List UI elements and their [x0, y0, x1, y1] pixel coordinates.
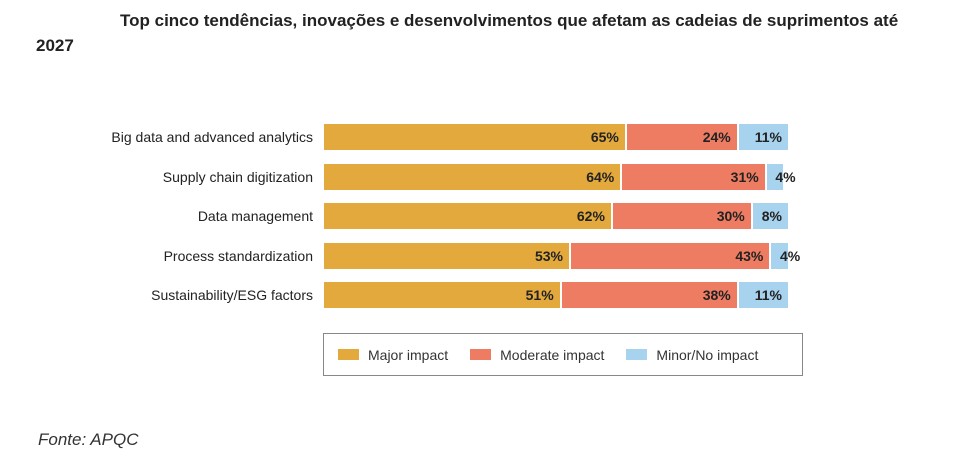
bar-segment-major-impact — [324, 124, 625, 150]
data-label: 64% — [586, 169, 615, 185]
bar-segment-major-impact — [324, 203, 611, 229]
data-label: 53% — [534, 248, 563, 264]
data-label: 65% — [590, 129, 619, 145]
legend-item: Minor/No impact — [626, 347, 758, 363]
bar-segment-moderate-impact — [612, 203, 751, 229]
bar-segment-minor-no-impact — [738, 282, 788, 308]
legend-label: Moderate impact — [500, 346, 605, 363]
legend-item: Moderate impact — [470, 347, 604, 363]
legend-label: Minor/No impact — [656, 346, 759, 363]
bar-segment-minor-no-impact — [771, 243, 788, 269]
category-label: Sustainability/ESG factors — [151, 287, 313, 303]
bar-segment-moderate-impact — [561, 282, 737, 308]
legend-swatch — [626, 349, 648, 360]
bar-segment-major-impact — [324, 243, 569, 269]
legend: Major impact Moderate impact Minor/No impa… — [323, 333, 803, 376]
bar-segment-minor-no-impact — [738, 124, 788, 150]
data-label: 11% — [754, 129, 782, 145]
legend-item: Major impact — [338, 347, 448, 363]
category-label: Big data and advanced analytics — [111, 129, 313, 145]
bar-segment-moderate-impact — [622, 164, 765, 190]
chart-title: Top cinco tendências, inovações e desenv… — [36, 11, 899, 55]
data-label: 62% — [576, 208, 605, 224]
bar-segment-moderate-impact — [626, 124, 737, 150]
data-label: 31% — [730, 169, 759, 185]
bar-segment-major-impact — [324, 282, 560, 308]
bar-segment-minor-no-impact — [766, 164, 784, 190]
legend-swatch — [470, 349, 492, 360]
data-label: 11% — [754, 287, 782, 303]
legend-label: Major impact — [368, 346, 449, 363]
data-label: 38% — [702, 287, 731, 303]
data-label: 8% — [761, 208, 782, 224]
data-label: 24% — [702, 129, 731, 145]
legend-swatch — [338, 349, 359, 360]
category-label: Data management — [197, 208, 313, 224]
bar-segment-moderate-impact — [570, 243, 770, 269]
bar-segment-minor-no-impact — [752, 203, 788, 229]
category-label: Process standardization — [163, 248, 313, 264]
data-label: 30% — [716, 208, 745, 224]
category-label: Supply chain digitization — [162, 169, 313, 185]
data-label: 4% — [780, 248, 801, 264]
bar-segment-major-impact — [324, 164, 621, 190]
data-label: 4% — [775, 169, 796, 185]
data-label: 51% — [525, 287, 554, 303]
data-label: 43% — [735, 248, 764, 264]
source-note: Fonte: APQC — [38, 430, 139, 449]
